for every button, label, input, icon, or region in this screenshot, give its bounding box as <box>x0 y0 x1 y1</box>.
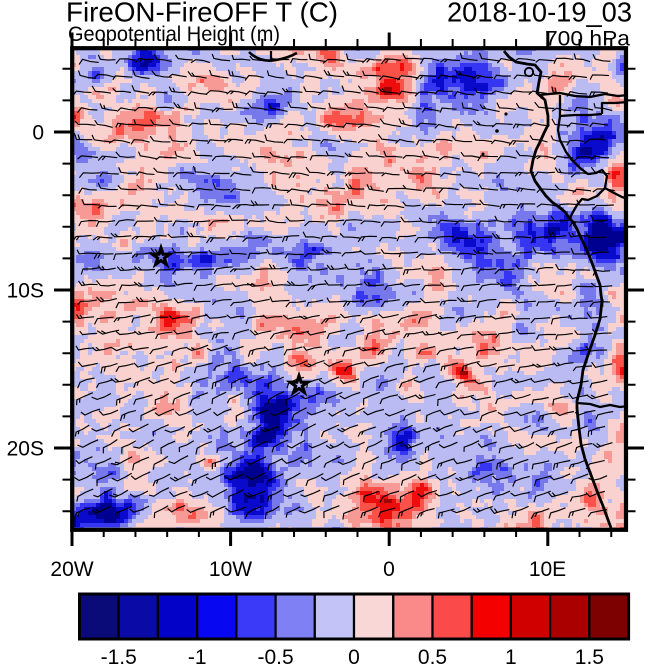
svg-text:1: 1 <box>505 646 517 667</box>
svg-text:-1.5: -1.5 <box>101 646 137 667</box>
svg-text:0: 0 <box>383 558 395 581</box>
svg-text:FireON-FireOFF T (C): FireON-FireOFF T (C) <box>66 0 338 28</box>
svg-text:700 hPa: 700 hPa <box>545 28 630 51</box>
svg-text:10E: 10E <box>529 558 566 581</box>
svg-text:0.5: 0.5 <box>418 646 447 667</box>
svg-text:20W: 20W <box>50 558 93 581</box>
svg-text:10S: 10S <box>7 280 44 303</box>
svg-text:1.5: 1.5 <box>575 646 604 667</box>
svg-text:0: 0 <box>348 646 360 667</box>
svg-text:Geopotential Height (m): Geopotential Height (m) <box>68 23 280 46</box>
svg-text:-0.5: -0.5 <box>258 646 294 667</box>
svg-text:20S: 20S <box>7 438 44 461</box>
svg-text:10W: 10W <box>209 558 252 581</box>
svg-text:2018-10-19_03: 2018-10-19_03 <box>447 0 632 28</box>
svg-text:-1: -1 <box>188 646 207 667</box>
svg-text:0: 0 <box>32 122 44 145</box>
